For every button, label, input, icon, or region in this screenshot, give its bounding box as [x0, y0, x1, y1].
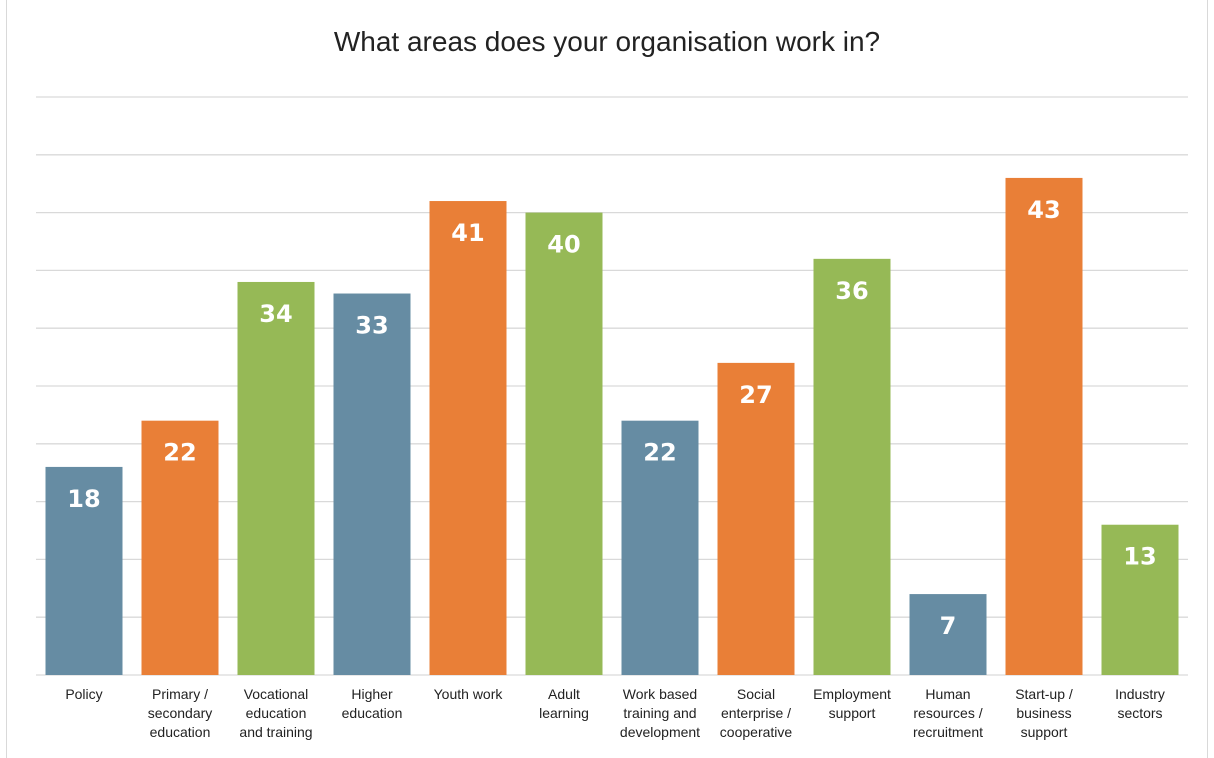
category-label-line: enterprise /: [721, 705, 791, 721]
category-label-line: and training: [239, 724, 312, 740]
data-label: 22: [163, 439, 196, 467]
category-label-line: Start-up /: [1015, 686, 1073, 702]
category-label-line: Policy: [65, 686, 102, 702]
data-label: 18: [67, 485, 100, 513]
data-label: 34: [259, 300, 292, 328]
category-label-line: support: [829, 705, 876, 721]
category-label-line: Adult: [548, 686, 580, 702]
bar: [333, 293, 411, 675]
chart-frame: [6, 0, 1208, 758]
category-label-line: cooperative: [720, 724, 793, 740]
category-label-line: Human: [925, 686, 970, 702]
data-label: 7: [940, 612, 957, 640]
data-label: 27: [739, 381, 772, 409]
data-label: 43: [1027, 196, 1060, 224]
bar: [525, 212, 603, 675]
bar: [621, 420, 699, 675]
bar: [141, 420, 219, 675]
category-label: Primary / secondary education: [148, 686, 213, 740]
bar: [909, 594, 987, 675]
bar: [1005, 177, 1083, 676]
bar: [1101, 524, 1179, 675]
category-label: Youth work: [434, 686, 504, 702]
category-label-line: Youth work: [434, 686, 504, 702]
category-label-line: education: [342, 705, 403, 721]
gridlines: [36, 96, 1188, 676]
category-label-line: Industry: [1115, 686, 1165, 702]
bar: [813, 258, 891, 675]
data-label: 41: [451, 219, 484, 247]
category-label: Adult learning: [539, 686, 589, 721]
data-label: 22: [643, 439, 676, 467]
data-label: 33: [355, 312, 388, 340]
category-label-line: Primary /: [152, 686, 208, 702]
data-label: 40: [547, 231, 580, 259]
category-label: Policy: [65, 686, 102, 702]
category-label: Higher education: [342, 686, 403, 721]
bars: [45, 177, 1179, 676]
bar: [237, 281, 315, 675]
category-label-line: secondary: [148, 705, 213, 721]
category-label: Work based training and development: [620, 686, 700, 740]
category-label-line: training and: [623, 705, 696, 721]
category-label: Employment support: [813, 686, 891, 721]
category-label-line: support: [1021, 724, 1068, 740]
data-label: 36: [835, 277, 868, 305]
category-label-line: Vocational: [244, 686, 309, 702]
category-label-line: Higher: [351, 686, 393, 702]
category-label: Vocational education and training: [239, 686, 312, 740]
category-label-line: Employment: [813, 686, 891, 702]
category-label-line: recruitment: [913, 724, 983, 740]
data-label: 13: [1123, 543, 1156, 571]
bar: [45, 466, 123, 675]
category-label-line: sectors: [1117, 705, 1162, 721]
category-label: Human resources / recruitment: [913, 686, 983, 740]
category-label-line: development: [620, 724, 700, 740]
category-label-line: resources /: [913, 705, 982, 721]
category-label: Start-up / business support: [1015, 686, 1073, 740]
category-label-line: Work based: [623, 686, 697, 702]
category-label-line: education: [150, 724, 211, 740]
category-label-line: learning: [539, 705, 589, 721]
category-label: Social enterprise / cooperative: [720, 686, 793, 740]
category-label-line: education: [246, 705, 307, 721]
bar: [429, 201, 507, 676]
category-label-line: business: [1016, 705, 1071, 721]
category-label-line: Social: [737, 686, 775, 702]
chart-title: What areas does your organisation work i…: [333, 26, 881, 57]
bar: [717, 362, 795, 675]
category-labels: Policy Primary / secondary educationVocatio…: [65, 686, 1165, 740]
category-label: Industry sectors: [1115, 686, 1165, 721]
value-labels: 18 22 34 33 41 40 22 27 36 7 43 13: [67, 196, 1156, 640]
